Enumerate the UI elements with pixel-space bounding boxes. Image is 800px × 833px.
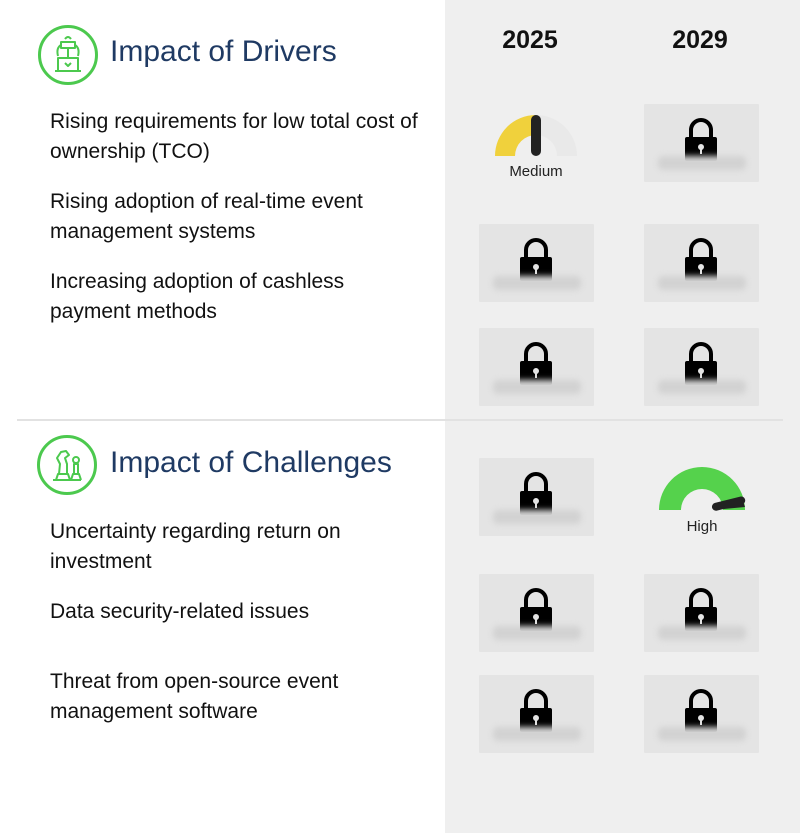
locked-cell[interactable] — [644, 224, 759, 302]
lock-icon — [520, 588, 552, 631]
year-header-2025: 2025 — [502, 26, 558, 54]
locked-cell[interactable] — [644, 675, 759, 753]
challenge-item-roi: Uncertainty regarding return on investme… — [50, 520, 341, 573]
driver-item-cashless: Increasing adoption of cashless payment … — [50, 270, 345, 323]
medium-gauge-label: Medium — [509, 163, 563, 180]
driver-item-tco: Rising requirements for low total cost o… — [50, 110, 418, 163]
chess-pieces-icon — [37, 435, 97, 495]
lock-icon — [520, 342, 552, 385]
lock-icon — [685, 118, 717, 161]
drivers-title: Impact of Drivers — [110, 35, 337, 68]
blurred-text — [493, 510, 581, 524]
section-divider — [17, 419, 783, 421]
fountain-icon — [38, 25, 98, 85]
driver-item-real-time: Rising adoption of real-time event manag… — [50, 190, 363, 243]
medium-gauge — [493, 112, 579, 163]
locked-cell[interactable] — [479, 328, 594, 406]
blurred-text — [658, 626, 746, 640]
lock-icon — [685, 689, 717, 732]
blurred-text — [658, 276, 746, 290]
blurred-text — [493, 276, 581, 290]
lock-icon — [520, 238, 552, 281]
lock-icon — [685, 238, 717, 281]
lock-icon — [520, 689, 552, 732]
blurred-text — [493, 626, 581, 640]
lock-icon — [685, 588, 717, 631]
challenge-item-data-security: Data security-related issues — [50, 600, 310, 623]
lock-icon — [685, 342, 717, 385]
blurred-text — [658, 380, 746, 394]
locked-cell[interactable] — [479, 458, 594, 536]
high-gauge — [657, 466, 747, 517]
locked-cell[interactable] — [479, 574, 594, 652]
locked-cell[interactable] — [479, 675, 594, 753]
challenges-title: Impact of Challenges — [110, 446, 392, 479]
blurred-text — [658, 727, 746, 741]
locked-cell[interactable] — [644, 574, 759, 652]
blurred-text — [493, 380, 581, 394]
locked-cell[interactable] — [644, 328, 759, 406]
year-header-2029: 2029 — [672, 26, 728, 54]
lock-icon — [520, 472, 552, 515]
challenge-item-open-source: Threat from open-source event management… — [50, 670, 339, 723]
blurred-text — [658, 156, 746, 170]
locked-cell[interactable] — [479, 224, 594, 302]
blurred-text — [493, 727, 581, 741]
locked-cell[interactable] — [644, 104, 759, 182]
high-gauge-label: High — [686, 518, 718, 535]
